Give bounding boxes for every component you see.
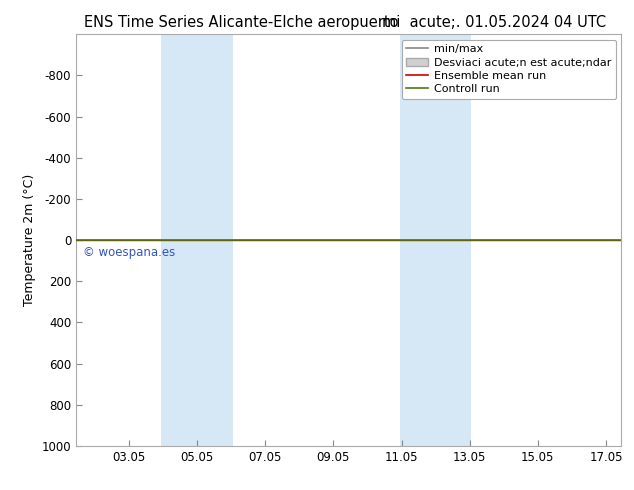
Legend: min/max, Desviaci acute;n est acute;ndar, Ensemble mean run, Controll run: min/max, Desviaci acute;n est acute;ndar… — [402, 40, 616, 99]
Y-axis label: Temperature 2m (°C): Temperature 2m (°C) — [23, 174, 36, 306]
Text: © woespana.es: © woespana.es — [83, 246, 175, 259]
Text: mi  acute;. 01.05.2024 04 UTC: mi acute;. 01.05.2024 04 UTC — [382, 15, 607, 30]
Bar — [400, 34, 436, 446]
Bar — [161, 34, 197, 446]
Text: ENS Time Series Alicante-Elche aeropuerto: ENS Time Series Alicante-Elche aeropuert… — [84, 15, 398, 30]
Bar — [197, 34, 233, 446]
Bar — [436, 34, 471, 446]
